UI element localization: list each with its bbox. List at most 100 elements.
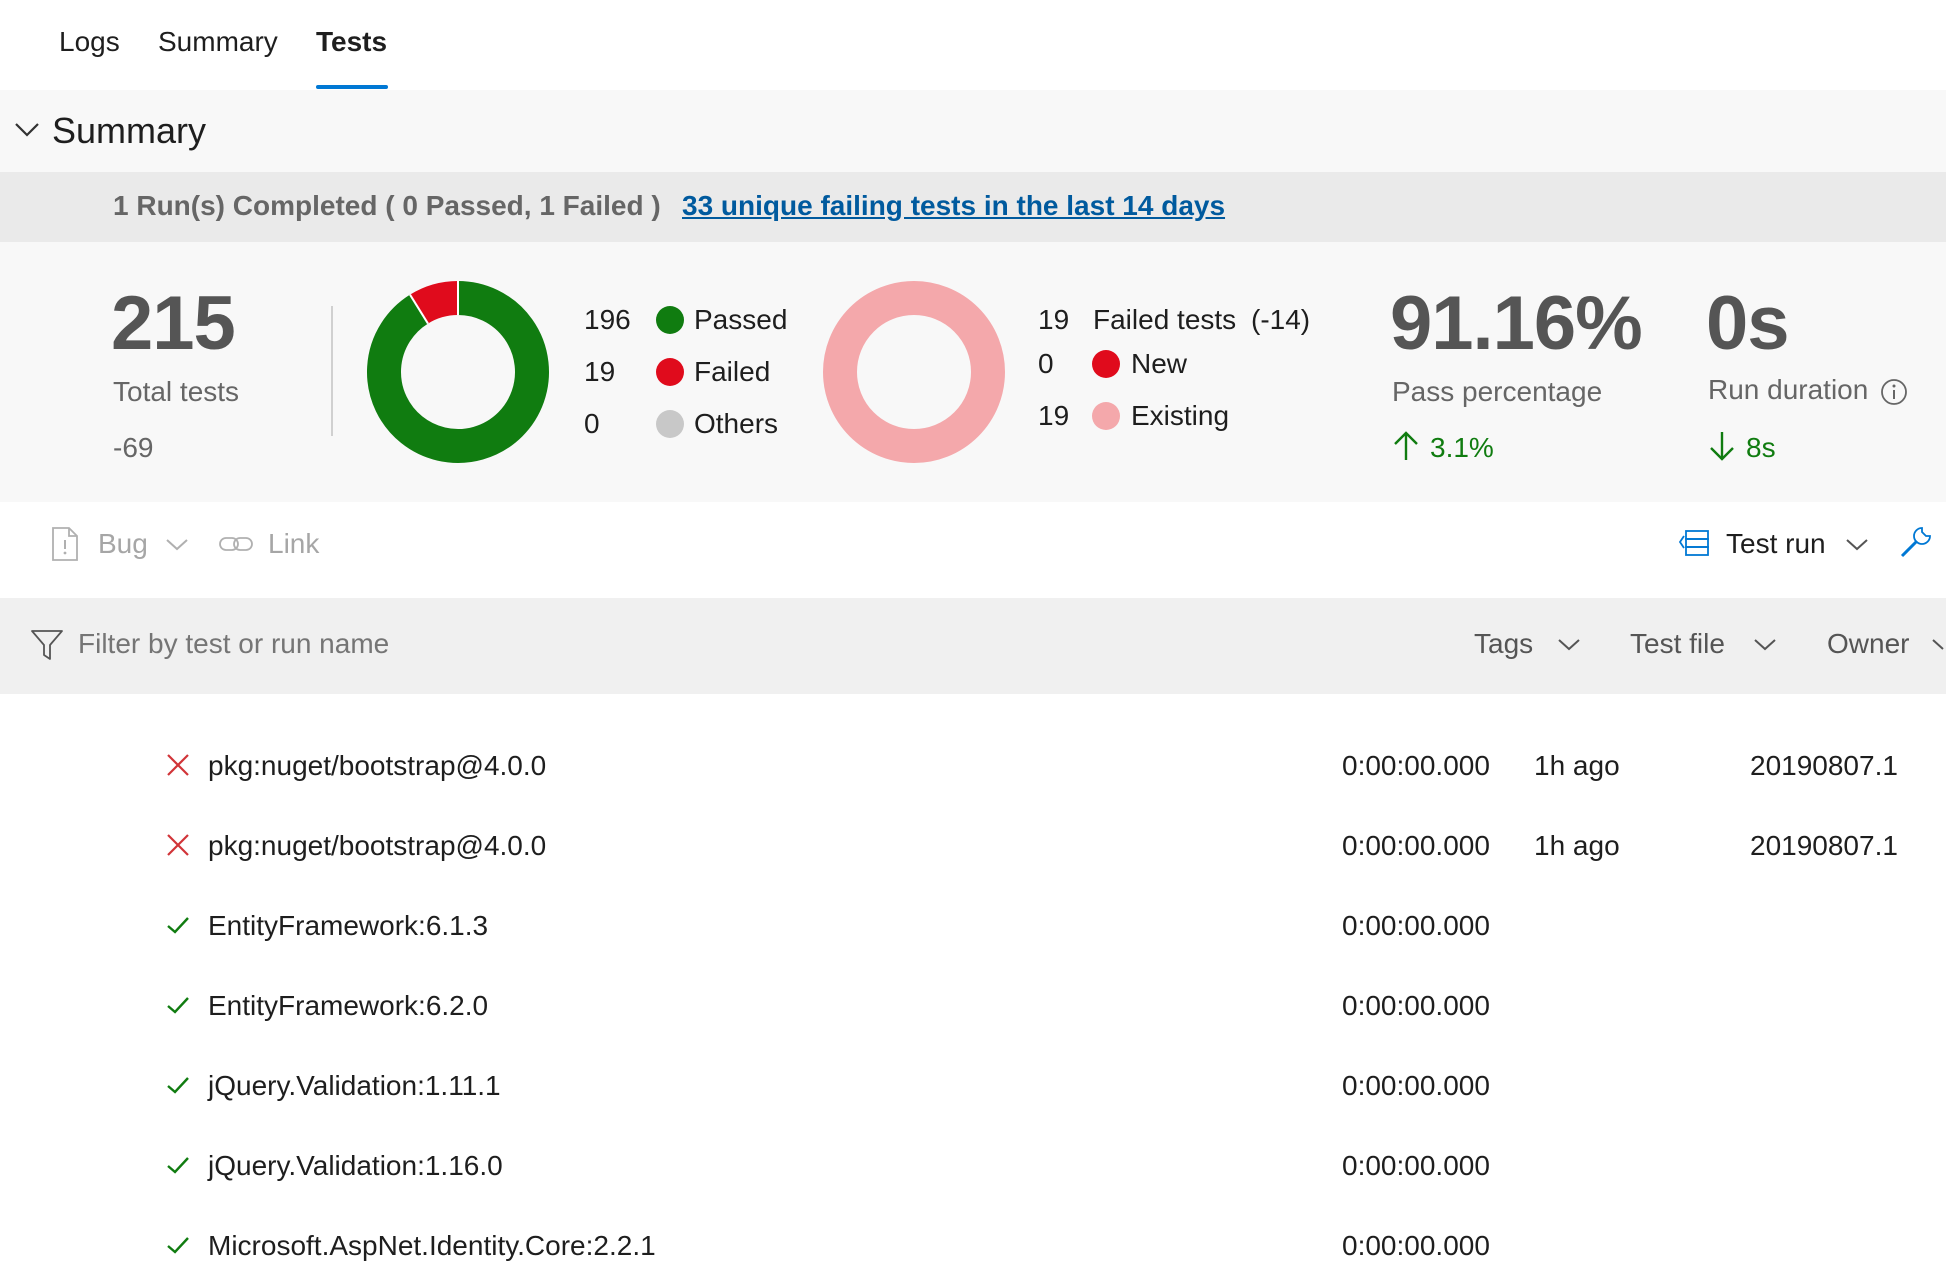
tags-chevron-icon[interactable] [1556, 634, 1582, 654]
failed-x-icon [167, 754, 189, 776]
run-status-banner: 1 Run(s) Completed ( 0 Passed, 1 Failed … [0, 172, 1946, 242]
filter-bar: Tags Test file Owner [0, 598, 1946, 694]
passed-check-icon [167, 917, 189, 934]
test-name[interactable]: jQuery.Validation:1.16.0 [208, 1150, 503, 1181]
test-result-row[interactable]: EntityFramework:6.1.3 0:00:00.000 [0, 888, 1946, 968]
summary-section-header[interactable]: Summary [0, 90, 1946, 172]
passed-check-icon [167, 1237, 189, 1254]
test-duration: 0:00:00.000 [1342, 910, 1490, 941]
passed-check-icon [167, 997, 189, 1014]
test-time-ago: 1h ago [1534, 750, 1620, 781]
passed-count: 196 [584, 304, 631, 335]
test-duration: 0:00:00.000 [1342, 1150, 1490, 1181]
test-file-chevron-icon[interactable] [1752, 634, 1778, 654]
arrow-up-icon [1394, 431, 1418, 460]
bug-button[interactable]: Bug [98, 528, 148, 559]
failed-label: Failed [694, 356, 771, 387]
chevron-down-icon[interactable] [12, 114, 42, 144]
test-name[interactable]: jQuery.Validation:1.11.1 [208, 1070, 501, 1101]
active-tab-indicator [316, 85, 388, 89]
tab-bar: Logs Summary Tests [0, 0, 1946, 90]
failed-existing-segment [823, 281, 1005, 463]
failed-x-icon [167, 834, 189, 856]
run-duration-label: Run duration [1708, 374, 1869, 405]
outcome-segment-separator [409, 294, 429, 325]
test-name[interactable]: EntityFramework:6.2.0 [208, 990, 489, 1021]
tab-logs[interactable]: Logs [59, 26, 120, 57]
test-file-filter-dropdown[interactable]: Test file [1630, 628, 1725, 659]
failed-tests-delta: (-14) [1251, 304, 1311, 335]
passed-label: Passed [694, 304, 788, 335]
test-result-row[interactable]: EntityFramework:6.2.0 0:00:00.000 [0, 968, 1946, 1048]
failed-tests-donut-chart [823, 281, 1005, 463]
test-duration: 0:00:00.000 [1342, 990, 1490, 1021]
pass-percentage-delta: 3.1% [1430, 432, 1494, 463]
owner-filter-dropdown[interactable]: Owner [1827, 628, 1910, 659]
group-by-chevron-icon[interactable] [1844, 534, 1870, 554]
tab-summary[interactable]: Summary [158, 26, 278, 57]
failed-tests-label: Failed tests [1093, 304, 1237, 335]
test-result-row[interactable]: Microsoft.AspNet.Identity.Core:2.2.1 0:00… [0, 1208, 1946, 1288]
existing-label: Existing [1131, 400, 1230, 431]
stats-divider [331, 306, 333, 436]
failed-tests-count: 19 [1038, 304, 1070, 335]
test-name[interactable]: EntityFramework:6.1.3 [208, 910, 489, 941]
filter-icon [31, 630, 63, 660]
others-dot-icon [656, 410, 684, 438]
passed-dot-icon [656, 306, 684, 334]
results-toolbar: Bug Link Test run [0, 502, 1946, 598]
total-tests-value: 215 [111, 281, 236, 366]
bug-dropdown-chevron-icon[interactable] [164, 534, 190, 554]
outcome-donut-chart [367, 281, 549, 463]
test-duration: 0:00:00.000 [1342, 1230, 1490, 1261]
test-build-number: 20190807.1 [1750, 830, 1898, 861]
link-icon [219, 537, 253, 551]
run-status-text: 1 Run(s) Completed ( 0 Passed, 1 Failed … [113, 190, 661, 221]
info-icon[interactable] [1880, 378, 1908, 406]
passed-check-icon [167, 1157, 189, 1174]
total-tests-delta: -69 [113, 432, 154, 463]
test-result-row[interactable]: pkg:nuget/bootstrap@4.0.0 0:00:00.000 1h a… [0, 808, 1946, 888]
test-name[interactable]: Microsoft.AspNet.Identity.Core:2.2.1 [208, 1230, 656, 1261]
others-count: 0 [584, 408, 600, 439]
outcome-failed-segment [410, 281, 459, 324]
pass-percentage-label: Pass percentage [1392, 376, 1603, 407]
tab-tests[interactable]: Tests [316, 26, 388, 57]
failed-dot-icon [656, 358, 684, 386]
passed-check-icon [167, 1077, 189, 1094]
arrow-down-icon [1710, 432, 1734, 461]
test-name[interactable]: pkg:nuget/bootstrap@4.0.0 [208, 830, 547, 861]
unique-failing-tests-link[interactable]: 33 unique failing tests in the last 14 d… [682, 190, 1226, 221]
pass-percentage-value: 91.16% [1390, 281, 1643, 366]
link-button[interactable]: Link [268, 528, 320, 559]
existing-dot-icon [1092, 402, 1120, 430]
run-duration-value: 0s [1706, 281, 1790, 366]
stats-panel: 215 Total tests -69 196 Passed 19 Failed… [0, 242, 1946, 502]
test-time-ago: 1h ago [1534, 830, 1620, 861]
test-build-number: 20190807.1 [1750, 750, 1898, 781]
wrench-icon[interactable] [1898, 524, 1934, 560]
new-dot-icon [1092, 350, 1120, 378]
others-label: Others [694, 408, 779, 439]
test-duration: 0:00:00.000 [1342, 1070, 1490, 1101]
new-count: 0 [1038, 348, 1054, 379]
group-by-dropdown[interactable]: Test run [1726, 528, 1826, 559]
test-duration: 0:00:00.000 [1342, 750, 1490, 781]
test-duration: 0:00:00.000 [1342, 830, 1490, 861]
run-duration-delta: 8s [1746, 432, 1776, 463]
filter-input[interactable] [78, 628, 578, 660]
summary-title: Summary [52, 110, 207, 151]
failed-count: 19 [584, 356, 616, 387]
owner-chevron-icon[interactable] [1930, 634, 1946, 654]
new-label: New [1131, 348, 1188, 379]
existing-count: 19 [1038, 400, 1070, 431]
test-result-row[interactable]: pkg:nuget/bootstrap@4.0.0 0:00:00.000 1h a… [0, 728, 1946, 808]
tags-filter-dropdown[interactable]: Tags [1474, 628, 1534, 659]
outcome-passed-segment [367, 281, 549, 463]
bug-report-icon [52, 527, 78, 561]
test-name[interactable]: pkg:nuget/bootstrap@4.0.0 [208, 750, 547, 781]
total-tests-label: Total tests [113, 376, 240, 407]
test-result-row[interactable]: jQuery.Validation:1.16.0 0:00:00.000 [0, 1128, 1946, 1208]
group-by-icon [1678, 530, 1709, 556]
test-result-row[interactable]: jQuery.Validation:1.11.1 0:00:00.000 [0, 1048, 1946, 1128]
